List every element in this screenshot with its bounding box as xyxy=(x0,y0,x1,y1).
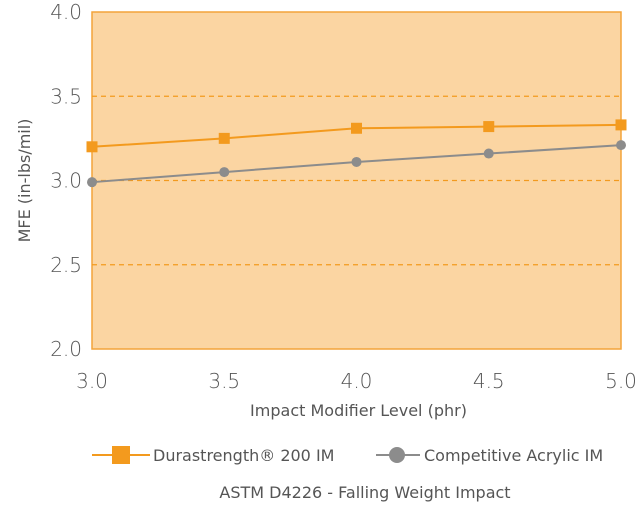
circle-marker-icon xyxy=(389,447,405,463)
chart-caption: ASTM D4226 - Falling Weight Impact xyxy=(219,483,510,502)
series-points xyxy=(86,119,627,188)
data-point xyxy=(616,140,626,151)
legend-item-competitive: Competitive Acrylic IM xyxy=(376,446,603,465)
data-point xyxy=(483,121,495,133)
data-point xyxy=(218,132,230,144)
x-axis-title: Impact Modifier Level (phr) xyxy=(250,401,467,420)
legend: Durastrength® 200 IM Competitive Acrylic… xyxy=(92,446,603,465)
x-tick-label: 3.5 xyxy=(208,369,240,393)
x-tick-label: 5.0 xyxy=(605,369,637,393)
x-tick-label: 4.0 xyxy=(341,369,373,393)
legend-item-durastrength: Durastrength® 200 IM xyxy=(92,446,334,465)
y-tick-label: 3.5 xyxy=(50,84,82,108)
legend-label-competitive: Competitive Acrylic IM xyxy=(424,446,603,465)
y-tick-label: 2.5 xyxy=(50,253,82,277)
y-axis-ticks: 2.0 2.5 3.0 3.5 4.0 xyxy=(50,0,82,361)
data-point xyxy=(219,167,230,178)
x-tick-label: 3.0 xyxy=(76,369,108,393)
data-point xyxy=(351,122,362,134)
data-point xyxy=(483,148,494,159)
grid-lines xyxy=(92,95,621,266)
y-tick-label: 2.0 xyxy=(50,337,82,361)
y-tick-label: 4.0 xyxy=(50,0,82,24)
x-tick-label: 4.5 xyxy=(473,369,505,393)
y-axis-title: MFE (in-lbs/mil) xyxy=(15,119,34,243)
legend-label-durastrength: Durastrength® 200 IM xyxy=(153,446,334,465)
data-point xyxy=(351,156,362,167)
square-marker-icon xyxy=(112,446,130,464)
data-point xyxy=(615,119,627,131)
x-axis-ticks: 3.0 3.5 4.0 4.5 5.0 xyxy=(76,369,637,393)
y-tick-label: 3.0 xyxy=(50,169,82,193)
data-point xyxy=(86,141,98,153)
data-point xyxy=(87,177,97,188)
